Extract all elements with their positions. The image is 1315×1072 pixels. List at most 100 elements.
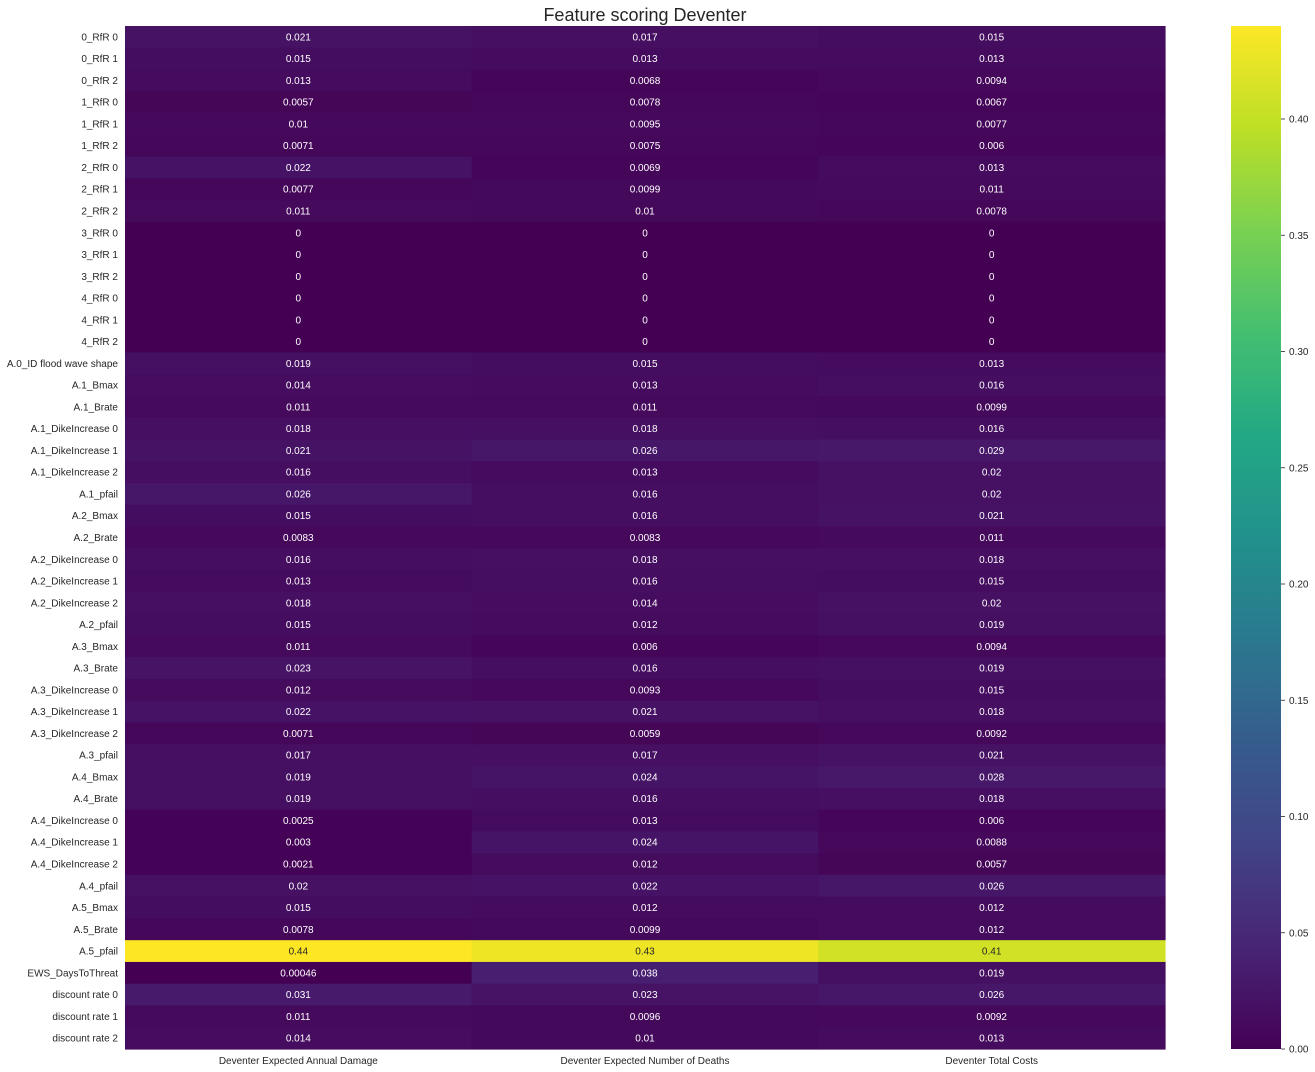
heatmap-cell: [818, 722, 1166, 745]
cell-value-label: 0: [642, 272, 648, 283]
heatmap-cell: [471, 504, 819, 528]
heatmap-cell: [125, 787, 473, 811]
row-tick-label: A.5_pfail: [79, 947, 118, 958]
row-tick-label: A.2_pfail: [79, 620, 118, 631]
heatmap-cell: [125, 657, 473, 680]
cell-value-label: 0.018: [632, 424, 657, 435]
column-tick-label: Deventer Expected Number of Deaths: [561, 1056, 730, 1067]
heatmap-cell: [125, 722, 473, 745]
cell-value-label: 0.026: [632, 446, 657, 457]
heatmap-cell: [818, 766, 1166, 789]
heatmap-cell: [125, 853, 473, 876]
cell-value-label: 0.0078: [283, 925, 314, 936]
cell-value-label: 0.015: [286, 620, 311, 631]
row-tick-label: EWS_DaysToThreat: [27, 968, 118, 979]
cell-value-label: 0.012: [979, 925, 1004, 936]
row-tick-label: A.4_DikeIncrease 0: [31, 816, 119, 827]
heatmap-cell: [818, 374, 1166, 397]
cell-value-label: 0.023: [632, 990, 657, 1001]
cell-value-label: 0.013: [979, 163, 1004, 174]
heatmap-cell: [471, 548, 819, 571]
cell-value-label: 0.026: [286, 489, 311, 500]
heatmap-cell: [818, 156, 1166, 179]
column-tick-label: Deventer Total Costs: [945, 1056, 1038, 1067]
heatmap-cell: [471, 1027, 819, 1050]
cell-value-label: 0.013: [286, 577, 311, 588]
cell-value-label: 0.0071: [283, 141, 314, 152]
heatmap-cell: [818, 352, 1166, 375]
heatmap-cell: [471, 439, 819, 462]
heatmap-cell: [818, 396, 1166, 419]
heatmap-cell: [471, 766, 819, 789]
heatmap-cell: [471, 200, 819, 223]
heatmap-cell: [818, 787, 1166, 811]
cell-value-label: 0.011: [286, 207, 311, 218]
heatmap-cell: [818, 983, 1166, 1007]
row-tick-label: A.4_DikeIncrease 1: [31, 838, 119, 849]
heatmap-cell: [818, 1027, 1166, 1050]
heatmap-cell: [125, 961, 473, 985]
cell-value-label: 0.023: [286, 664, 311, 675]
heatmap-cell: [125, 874, 473, 898]
cell-value-label: 0.018: [979, 707, 1004, 718]
heatmap-cell: [471, 308, 819, 332]
row-tick-label: A.3_Bmax: [72, 642, 118, 653]
row-tick-label: A.2_Brate: [74, 533, 119, 544]
cell-value-label: 0.01: [635, 1034, 655, 1045]
cell-value-label: 0.018: [632, 555, 657, 566]
heatmap-cell: [818, 853, 1166, 876]
cell-value-label: 0.016: [632, 794, 657, 805]
heatmap-cell: [471, 352, 819, 375]
row-tick-label: A.3_DikeIncrease 2: [31, 729, 119, 740]
heatmap-cell: [471, 635, 819, 658]
cell-value-label: 0.015: [979, 577, 1004, 588]
heatmap-cell: [125, 243, 473, 267]
heatmap-cell: [125, 221, 473, 245]
heatmap-cell: [818, 678, 1166, 702]
cell-value-label: 0: [989, 272, 995, 283]
heatmap-cell: [471, 570, 819, 593]
colorbar-tick-label: 0.10: [1289, 812, 1309, 823]
colorbar-tick-label: 0.15: [1289, 696, 1309, 707]
heatmap-cell: [818, 308, 1166, 332]
heatmap-cell: [125, 1027, 473, 1050]
heatmap-cell: [125, 635, 473, 658]
cell-value-label: 0.011: [980, 533, 1005, 544]
cell-value-label: 0: [642, 315, 648, 326]
heatmap-cell: [471, 287, 819, 310]
cell-value-label: 0.018: [979, 555, 1004, 566]
cell-value-label: 0.021: [286, 446, 311, 457]
cell-value-label: 0.021: [632, 707, 657, 718]
row-tick-label: A.1_DikeIncrease 2: [31, 468, 119, 479]
heatmap-cell: [818, 243, 1166, 267]
cell-value-label: 0: [296, 315, 302, 326]
heatmap-cell: [471, 722, 819, 745]
row-tick-label: 4_RfR 1: [81, 315, 118, 326]
heatmap-cells: 0.021 0.017 0.015 0.015 0.013 0.013 0.013 0.006…: [125, 26, 1166, 1050]
heatmap-cell: [471, 983, 819, 1007]
heatmap-cell: [818, 200, 1166, 223]
row-tick-label: A.4_DikeIncrease 2: [31, 859, 119, 870]
heatmap-cell: [125, 287, 473, 310]
heatmap-cell: [471, 874, 819, 898]
cell-value-label: 0.011: [286, 642, 311, 653]
cell-value-label: 0.0075: [630, 141, 661, 152]
cell-value-label: 0.012: [286, 685, 311, 696]
heatmap-cell: [818, 526, 1166, 549]
colorbar-tick-label: 0.30: [1289, 347, 1309, 358]
colorbar-tick-label: 0.00: [1289, 1045, 1309, 1056]
heatmap-cell: [818, 961, 1166, 985]
heatmap-cell: [125, 983, 473, 1007]
cell-value-label: 0.029: [979, 446, 1004, 457]
cell-value-label: 0.015: [979, 685, 1004, 696]
heatmap-cell: [125, 417, 473, 441]
heatmap-cell: [818, 896, 1166, 920]
cell-value-label: 0: [296, 228, 302, 239]
heatmap-cell: [818, 874, 1166, 898]
column-labels: Deventer Expected Annual Damage Deventer …: [219, 1056, 1038, 1067]
heatmap-cell: [125, 134, 473, 158]
cell-value-label: 0.0093: [630, 685, 661, 696]
row-tick-label: A.1_DikeIncrease 1: [31, 446, 119, 457]
heatmap-cell: [471, 918, 819, 941]
column-tick-label: Deventer Expected Annual Damage: [219, 1056, 378, 1067]
